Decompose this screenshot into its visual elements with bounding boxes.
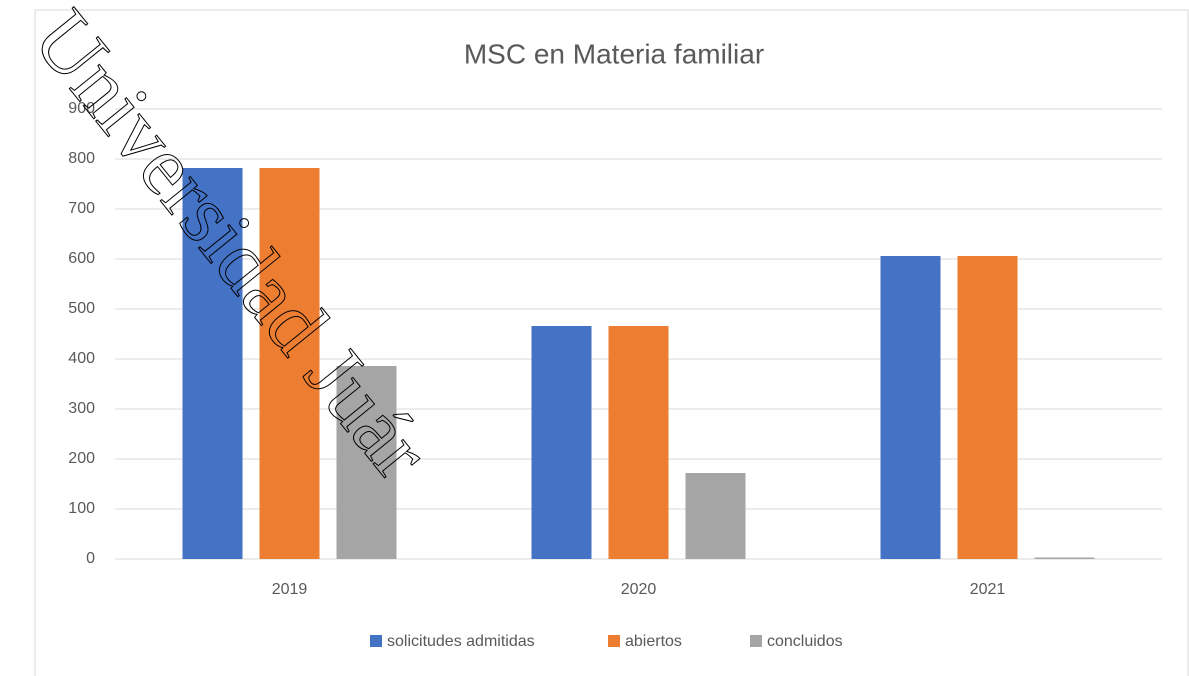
x-tick-label: 2020: [621, 581, 657, 598]
legend-swatch: [750, 635, 762, 647]
y-tick-label: 100: [68, 500, 95, 517]
y-tick-label: 0: [86, 550, 95, 567]
x-tick-label: 2019: [272, 581, 308, 598]
bar: [1034, 557, 1095, 559]
bar: [880, 256, 941, 559]
x-tick-label: 2021: [970, 581, 1006, 598]
y-tick-label: 600: [68, 250, 95, 267]
y-tick-label: 400: [68, 350, 95, 367]
y-tick-label: 800: [68, 150, 95, 167]
bar: [182, 168, 243, 559]
legend-label: concluidos: [767, 633, 843, 650]
y-tick-label: 500: [68, 300, 95, 317]
bar: [336, 366, 397, 559]
legend-swatch: [370, 635, 382, 647]
y-tick-label: 700: [68, 200, 95, 217]
chart-title: MSC en Materia familiar: [464, 38, 764, 69]
bar: [957, 256, 1018, 559]
y-tick-label: 900: [68, 100, 95, 117]
legend-label: solicitudes admitidas: [387, 633, 535, 650]
bar: [608, 326, 669, 559]
legend-label: abiertos: [625, 633, 682, 650]
bar: [259, 168, 320, 559]
legend-swatch: [608, 635, 620, 647]
y-tick-label: 200: [68, 450, 95, 467]
y-tick-label: 300: [68, 400, 95, 417]
bar: [685, 473, 746, 559]
bar: [531, 326, 592, 559]
